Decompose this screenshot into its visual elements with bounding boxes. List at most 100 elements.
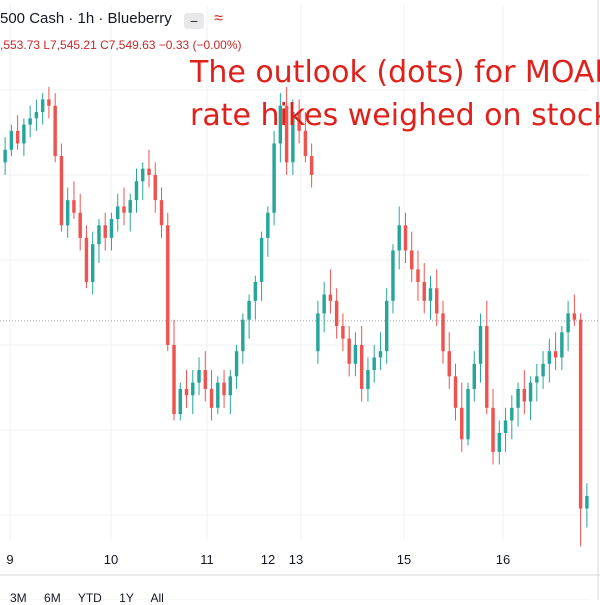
- candle-body: [84, 237, 89, 282]
- candle-up: [97, 219, 101, 264]
- wave-icon[interactable]: ≈: [214, 10, 223, 27]
- candle-body: [510, 407, 514, 421]
- candle-up: [65, 187, 70, 238]
- candle-down: [491, 388, 495, 465]
- candle-down: [522, 370, 527, 415]
- candle-body: [485, 326, 489, 408]
- candle-body: [585, 495, 589, 509]
- candle-down: [334, 288, 339, 339]
- candle-body: [422, 281, 426, 301]
- candle-up: [516, 382, 520, 427]
- candle-up: [90, 231, 95, 295]
- candle-down: [359, 326, 364, 402]
- candle-body: [560, 332, 564, 358]
- range-all-button[interactable]: All: [150, 591, 164, 605]
- candle-body: [353, 344, 358, 364]
- candle-down: [103, 212, 107, 251]
- candle-up: [585, 483, 589, 528]
- candle-body: [15, 130, 20, 144]
- candle-up: [197, 357, 201, 396]
- annotation-line-2: rate hikes weighed on stocks: [190, 98, 600, 133]
- candle-up: [178, 382, 182, 421]
- candle-body: [397, 225, 401, 251]
- range-6m-button[interactable]: 6M: [44, 591, 61, 605]
- candle-up: [547, 338, 552, 383]
- candle-up: [478, 313, 483, 383]
- candle-body: [134, 181, 139, 201]
- candle-body: [97, 225, 101, 245]
- candle-body: [159, 200, 164, 226]
- candle-up: [259, 231, 264, 301]
- candle-body: [428, 288, 433, 301]
- candle-up: [353, 332, 358, 377]
- range-1y-button[interactable]: 1Y: [119, 591, 134, 605]
- candle-up: [541, 351, 545, 389]
- candle-up: [503, 407, 508, 452]
- candle-body: [503, 420, 508, 433]
- x-tick-label: 16: [495, 552, 511, 567]
- x-tick-label: 12: [260, 552, 276, 567]
- candle-body: [266, 212, 270, 238]
- candle-body: [334, 300, 339, 326]
- candle-up: [528, 376, 533, 421]
- candle-down: [284, 86, 289, 175]
- candle-up: [316, 300, 320, 364]
- candle-down: [297, 99, 301, 144]
- candle-down: [328, 269, 333, 314]
- candle-up: [391, 244, 395, 314]
- candle-body: [541, 363, 545, 377]
- candle-body: [372, 357, 376, 371]
- candle-down: [303, 112, 308, 163]
- candle-body: [322, 294, 326, 314]
- candle-down: [422, 263, 426, 314]
- candle-body: [197, 370, 201, 383]
- candle-body: [535, 376, 539, 383]
- candle-up: [372, 344, 376, 383]
- candle-body: [447, 351, 451, 377]
- candle-down: [78, 193, 82, 251]
- candle-body: [491, 407, 495, 452]
- range-selector: 3M 6M YTD 1Y All: [10, 591, 178, 605]
- candle-down: [166, 212, 170, 352]
- candle-up: [378, 332, 383, 371]
- candle-body: [284, 105, 289, 163]
- candle-body: [172, 344, 176, 415]
- candle-body: [466, 388, 470, 440]
- candle-body: [103, 225, 107, 238]
- candle-up: [241, 313, 245, 364]
- candle-body: [384, 300, 389, 352]
- candle-body: [297, 112, 301, 131]
- candle-body: [222, 382, 226, 396]
- candle-down: [572, 294, 577, 326]
- candle-down: [410, 231, 414, 282]
- candle-down: [203, 351, 208, 402]
- minus-icon[interactable]: −: [183, 13, 204, 29]
- candle-up: [116, 193, 120, 232]
- candle-body: [53, 105, 57, 157]
- range-3m-button[interactable]: 3M: [10, 591, 27, 605]
- candle-down: [347, 326, 351, 377]
- candle-body: [78, 212, 82, 238]
- candle-body: [347, 338, 351, 364]
- candle-body: [128, 200, 132, 213]
- candle-up: [34, 99, 39, 131]
- candle-body: [522, 388, 527, 402]
- candle-down: [172, 319, 176, 421]
- candle-down: [485, 300, 489, 415]
- candle-body: [90, 244, 95, 282]
- candle-body: [34, 112, 39, 119]
- candle-body: [478, 326, 483, 364]
- candle-down: [416, 250, 420, 301]
- candle-body: [228, 376, 233, 396]
- candle-up: [128, 193, 132, 232]
- candle-up: [234, 344, 239, 389]
- candle-body: [453, 376, 458, 408]
- range-ytd-button[interactable]: YTD: [77, 591, 102, 605]
- candle-body: [272, 143, 276, 213]
- candle-up: [253, 275, 258, 320]
- candle-up: [266, 206, 270, 257]
- candle-body: [497, 433, 502, 452]
- candle-up: [228, 370, 233, 415]
